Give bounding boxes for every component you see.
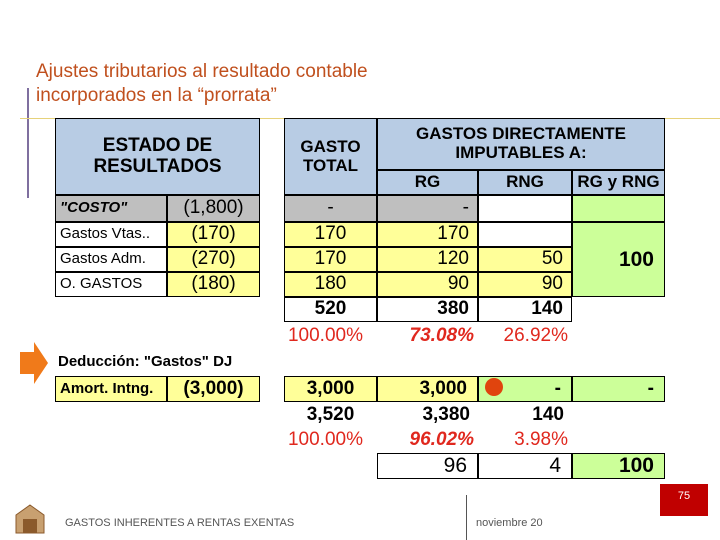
deduction-cell: - <box>572 376 665 402</box>
deduction-label: Amort. Intng. <box>55 376 167 402</box>
percent: 96.02% <box>409 428 474 450</box>
row-label: O. GASTOS <box>55 272 167 297</box>
column-header: RG y RNG <box>572 170 665 195</box>
title-line: Ajustes tributarios al resultado contabl… <box>36 61 368 82</box>
cell: 120 <box>377 247 478 272</box>
left-header: ESTADO DE RESULTADOS <box>55 118 260 195</box>
total: 380 <box>377 297 478 322</box>
column-header: RNG <box>478 170 572 195</box>
row-value: (270) <box>167 247 260 272</box>
total: 140 <box>532 403 564 425</box>
header-total: GASTO TOTAL <box>284 118 377 195</box>
cell: 50 <box>478 247 572 272</box>
percent: 100.00% <box>287 428 363 450</box>
row-label: "COSTO" <box>55 195 167 222</box>
total: 3,520 <box>306 403 355 425</box>
cell <box>572 195 665 222</box>
cell: 90 <box>377 272 478 297</box>
final-cell: 4 <box>478 453 572 479</box>
footer-date: noviembre 20 <box>476 517 543 529</box>
percent: 26.92% <box>503 324 568 346</box>
row-value: (1,800) <box>167 195 260 222</box>
cell: 90 <box>478 272 572 297</box>
cell <box>478 222 572 247</box>
percent: 3.98% <box>514 428 568 450</box>
header-group: GASTOS DIRECTAMENTE IMPUTABLES A: <box>377 118 665 170</box>
cell: - <box>284 195 377 222</box>
percent: 100.00% <box>287 324 363 346</box>
percent: 73.08% <box>409 324 474 346</box>
arrow <box>20 342 48 384</box>
footer-text: GASTOS INHERENTES A RENTAS EXENTAS <box>65 517 295 529</box>
cell: - <box>377 195 478 222</box>
footer-divider <box>466 495 467 540</box>
logo <box>15 504 45 534</box>
row-label: Gastos Adm. <box>55 247 167 272</box>
cell: 170 <box>377 222 478 247</box>
cell: 170 <box>284 247 377 272</box>
row-value: (180) <box>167 272 260 297</box>
column-header: RG <box>377 170 478 195</box>
total: 140 <box>478 297 572 322</box>
title-line: incorporados en la “prorrata” <box>36 85 277 106</box>
final-cell: 96 <box>377 453 478 479</box>
accent-bar <box>27 88 29 198</box>
cell <box>478 195 572 222</box>
deduction-cell: 3,000 <box>377 376 478 402</box>
row-value: (170) <box>167 222 260 247</box>
row-label: Gastos Vtas.. <box>55 222 167 247</box>
rg-rng-value: 100 <box>572 222 665 297</box>
marker <box>485 378 503 396</box>
deduction-title: Deducción: "Gastos" DJ <box>58 352 233 370</box>
title: Ajustes tributarios al resultado contabl… <box>36 60 368 108</box>
deduction-value: (3,000) <box>167 376 260 402</box>
page-number: 75 <box>660 484 708 516</box>
cell: 170 <box>284 222 377 247</box>
final-cell: 100 <box>572 453 665 479</box>
cell: 180 <box>284 272 377 297</box>
total: 520 <box>284 297 377 322</box>
deduction-cell: 3,000 <box>284 376 377 402</box>
total: 3,380 <box>422 403 470 425</box>
